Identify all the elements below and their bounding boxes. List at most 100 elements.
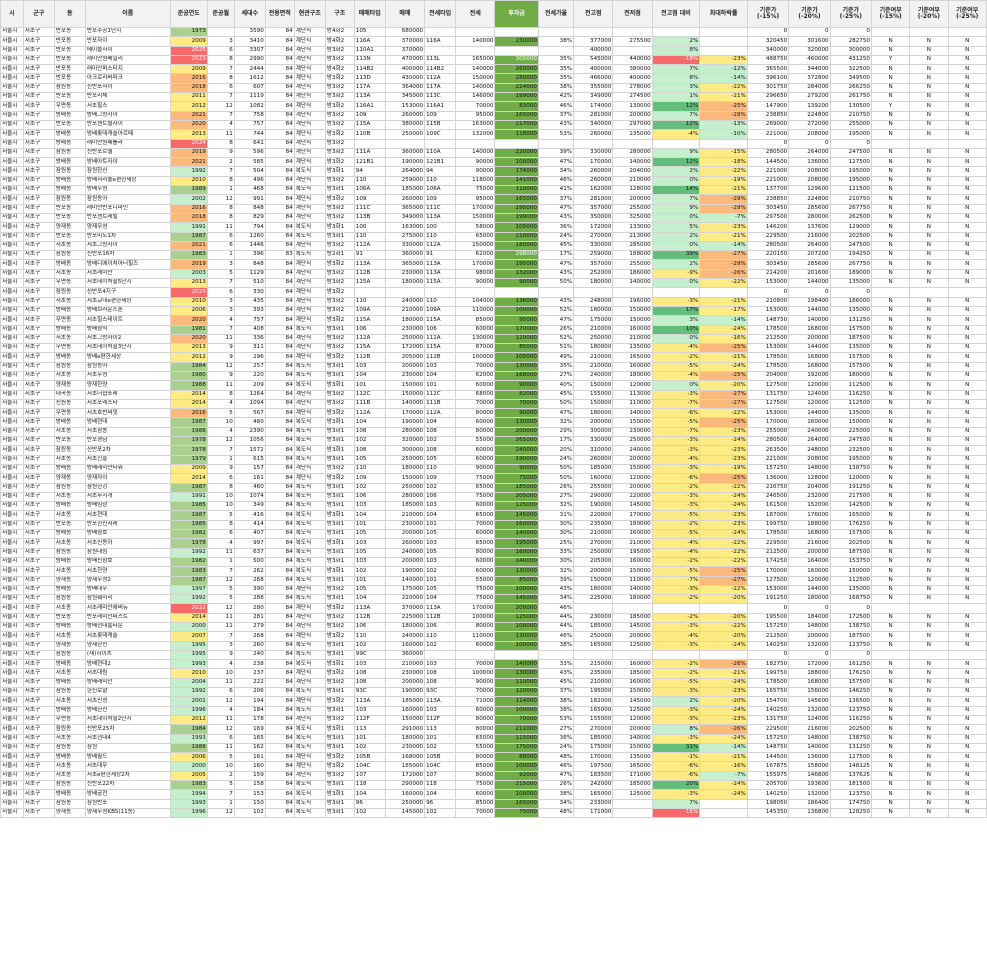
- table-cell[interactable]: 113A: [424, 268, 457, 280]
- table-cell[interactable]: 방3화1: [324, 361, 355, 373]
- table-cell[interactable]: 52%: [537, 305, 575, 317]
- table-cell[interactable]: 서초구: [22, 436, 55, 447]
- table-cell[interactable]: 서초동: [53, 491, 86, 503]
- table-row[interactable]: 서울시 서초구 서초동 서초롯데캐슬 2007 7 268 84 계단식 방3화2 110 24000…: [0, 631, 987, 642]
- table-cell[interactable]: N: [870, 687, 911, 698]
- table-cell[interactable]: 서울시: [0, 547, 24, 558]
- table-cell[interactable]: 서울시: [0, 92, 24, 103]
- table-cell[interactable]: 6: [206, 82, 235, 94]
- table-cell[interactable]: 160000: [384, 789, 426, 800]
- table-cell[interactable]: 복도식: [293, 370, 326, 382]
- table-cell[interactable]: -12%: [699, 64, 748, 75]
- table-cell[interactable]: 192000: [788, 370, 831, 382]
- table-cell[interactable]: -24%: [699, 789, 748, 800]
- table-cell[interactable]: -26%: [699, 268, 748, 280]
- table-cell[interactable]: 118: [353, 780, 386, 791]
- table-cell[interactable]: 서울시: [0, 733, 24, 744]
- table-cell[interactable]: 서초구: [22, 463, 55, 475]
- table-cell[interactable]: 288: [233, 594, 266, 605]
- table-cell[interactable]: 153000: [746, 305, 790, 317]
- table-cell[interactable]: N: [947, 417, 987, 428]
- table-cell[interactable]: 103: [353, 659, 386, 670]
- table-cell[interactable]: 3: [206, 296, 235, 307]
- table-cell[interactable]: N: [870, 352, 911, 363]
- table-cell[interactable]: 6: [206, 529, 235, 540]
- table-cell[interactable]: 신반포16차: [84, 250, 171, 261]
- table-cell[interactable]: 38%: [537, 36, 575, 47]
- table-cell[interactable]: 70000: [455, 807, 496, 819]
- table-cell[interactable]: -3%: [651, 789, 701, 800]
- table-cell[interactable]: 175000: [494, 742, 539, 754]
- table-cell[interactable]: -22%: [699, 538, 748, 549]
- table-cell[interactable]: 84: [264, 324, 295, 335]
- table-cell[interactable]: 178500: [746, 324, 790, 335]
- table-cell[interactable]: 서초구: [22, 157, 55, 168]
- table-cell[interactable]: 방3화1: [324, 705, 355, 716]
- table-cell[interactable]: 200000: [612, 194, 653, 205]
- table-row[interactable]: 서울시 서초구 방배동 방배디에이치아너힐즈 2019 3 848 84 계단식 방3화2 113A…: [0, 259, 987, 270]
- table-cell[interactable]: N: [909, 268, 949, 280]
- table-cell[interactable]: 195000: [829, 175, 872, 187]
- table-cell[interactable]: -21%: [699, 185, 748, 196]
- table-cell[interactable]: -22%: [699, 277, 748, 289]
- column-header[interactable]: 준공연도: [169, 0, 208, 28]
- table-cell[interactable]: 567: [233, 408, 266, 419]
- table-cell[interactable]: -16%: [699, 761, 748, 772]
- table-row[interactable]: 서울시 서초구 잠원동 신반포25차 1984 12 169 84 복도식 방3화1 113 2910…: [0, 724, 987, 735]
- table-cell[interactable]: 281: [233, 612, 266, 624]
- table-cell[interactable]: 반포동: [53, 436, 86, 447]
- table-cell[interactable]: 84: [264, 594, 295, 605]
- table-cell[interactable]: 210000: [384, 305, 426, 317]
- table-cell[interactable]: 159: [233, 770, 266, 782]
- table-cell[interactable]: N: [870, 64, 911, 75]
- table-cell[interactable]: 7: [206, 277, 235, 289]
- table-cell[interactable]: 계단식: [293, 212, 326, 224]
- table-cell[interactable]: 125000: [494, 501, 539, 512]
- table-cell[interactable]: N: [870, 166, 911, 177]
- table-cell[interactable]: -3%: [651, 389, 701, 400]
- table-cell[interactable]: 109: [424, 194, 457, 205]
- table-cell[interactable]: 복도식: [293, 529, 326, 540]
- table-cell[interactable]: 4: [206, 398, 235, 410]
- table-row[interactable]: 서울시 서초구 우면동 서초네이처힐3단지 2013 9 311 84 계단식 방3화2 115A 1…: [0, 343, 987, 354]
- table-cell[interactable]: 148000: [788, 463, 831, 475]
- table-cell[interactable]: 155000: [573, 389, 614, 400]
- table-cell[interactable]: -4%: [651, 631, 701, 642]
- table-cell[interactable]: 계단식: [293, 110, 326, 121]
- table-cell[interactable]: N: [909, 519, 949, 531]
- table-cell[interactable]: 176250: [829, 668, 872, 679]
- table-cell[interactable]: 136500: [829, 696, 872, 707]
- table-cell[interactable]: 계단식: [293, 157, 326, 168]
- table-cell[interactable]: 반포주공1단지: [84, 26, 171, 38]
- table-cell[interactable]: 1989: [169, 185, 208, 196]
- table-cell[interactable]: 248000: [788, 445, 831, 456]
- table-cell[interactable]: [947, 649, 987, 661]
- table-cell[interactable]: [651, 649, 701, 661]
- table-cell[interactable]: 서초구: [22, 324, 55, 335]
- table-cell[interactable]: 165000: [612, 761, 653, 772]
- column-header[interactable]: 세대수: [233, 0, 266, 28]
- table-cell[interactable]: 2010: [169, 175, 208, 187]
- table-cell[interactable]: 58000: [455, 222, 496, 233]
- table-cell[interactable]: 279200: [788, 92, 831, 103]
- table-cell[interactable]: [424, 287, 457, 298]
- table-cell[interactable]: 복도식: [293, 807, 326, 819]
- table-cell[interactable]: [699, 287, 748, 298]
- table-cell[interactable]: 221000: [746, 454, 790, 465]
- table-cell[interactable]: 140250: [746, 705, 790, 716]
- table-cell[interactable]: 서울시: [0, 147, 24, 159]
- table-cell[interactable]: 방3화2: [324, 612, 355, 624]
- table-cell[interactable]: 135000: [829, 584, 872, 596]
- table-cell[interactable]: 서울시: [0, 343, 24, 354]
- table-cell[interactable]: 서울시: [0, 26, 24, 38]
- table-cell[interactable]: 161: [233, 752, 266, 763]
- table-row[interactable]: 서울시 서초구 잠원동 한신로얄 1992 6 206 84 복도식 방3화1 93C 190000 9…: [0, 687, 987, 698]
- table-cell[interactable]: N: [909, 482, 949, 493]
- table-cell[interactable]: 210000: [494, 231, 539, 242]
- table-cell[interactable]: -21%: [699, 752, 748, 763]
- table-cell[interactable]: 260000: [384, 538, 426, 549]
- table-cell[interactable]: 210800: [746, 296, 790, 307]
- table-cell[interactable]: 3%: [651, 82, 701, 94]
- table-cell[interactable]: 8: [206, 54, 235, 66]
- table-row[interactable]: 서울시 서초구 잠원동 신반포2차 1978 7 1572 84 복도식 방3화1 108 30000…: [0, 445, 987, 456]
